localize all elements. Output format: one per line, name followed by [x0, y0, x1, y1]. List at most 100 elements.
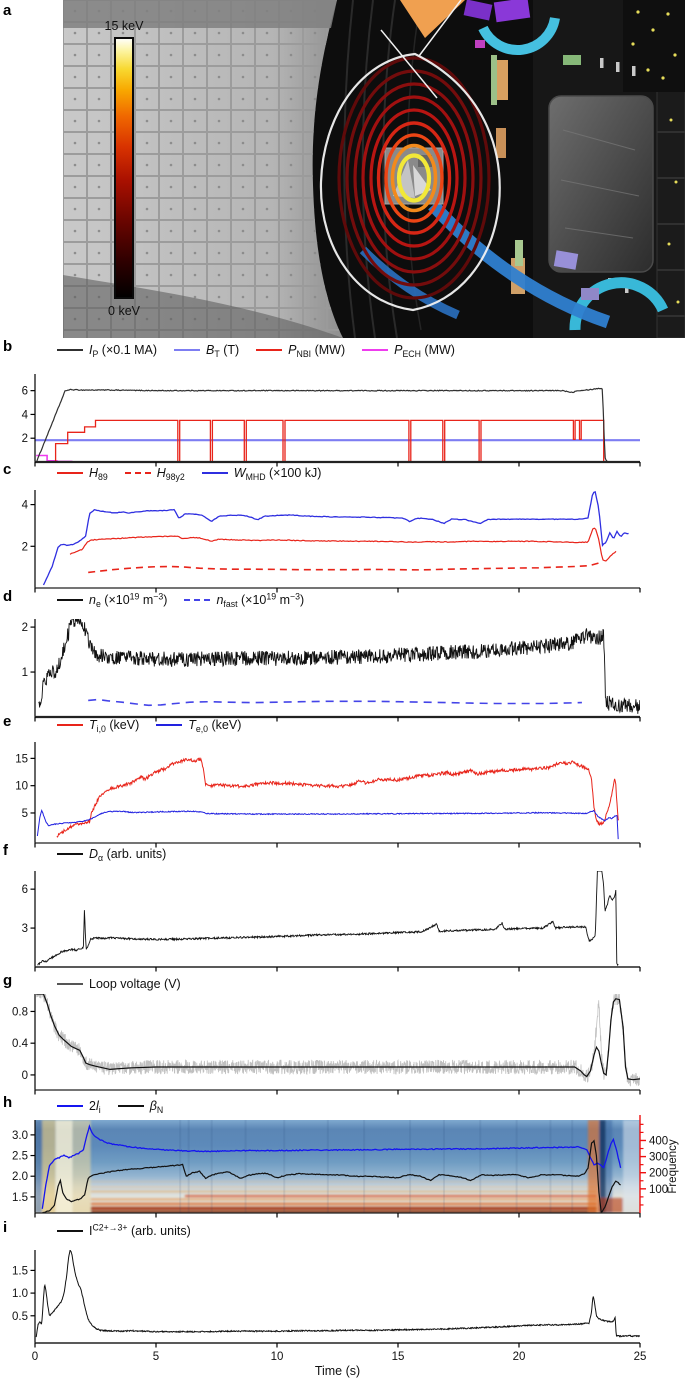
colorbar: 15 keV 0 keV — [105, 19, 145, 318]
legend-item: nfast (×1019 m−3) — [184, 591, 305, 609]
freq-tick-label: 400 — [649, 1135, 668, 1147]
series-H89 — [69, 527, 617, 562]
series-Dalpha — [37, 871, 619, 967]
panel-label-i: i — [3, 1219, 8, 1236]
y-tick-label: 2.5 — [12, 1151, 28, 1163]
x-tick-label: 25 — [634, 1351, 647, 1363]
panel-label-e: e — [3, 713, 12, 730]
legend-g: Loop voltage (V) — [57, 976, 181, 991]
panel-label-b: b — [3, 338, 13, 355]
panel-label-a: a — [3, 2, 12, 19]
legend-label: Dα (arb. units) — [89, 846, 167, 863]
contour-ring — [369, 108, 459, 248]
series-Ti0 — [56, 757, 620, 838]
x-tick-label: 10 — [271, 1351, 284, 1363]
legend-line-sample — [174, 348, 201, 351]
lavender-box — [553, 250, 579, 270]
y-tick-label: 15 — [15, 753, 28, 765]
legend-line-sample — [57, 723, 83, 726]
legend-item: IC2+→3+ (arb. units) — [57, 1222, 191, 1238]
temperature-contours — [337, 56, 491, 300]
legend-h: 2li βN — [57, 1098, 163, 1114]
panel-label-f: f — [3, 842, 8, 859]
purple-box — [463, 0, 493, 21]
legend-line-sample — [124, 471, 151, 474]
contour-ring — [361, 95, 467, 261]
legend-label: PNBI (MW) — [288, 342, 346, 359]
y-tick-label: 0 — [22, 1070, 28, 1082]
legend-f: Dα (arb. units) — [57, 846, 167, 863]
legend-item: 2li — [57, 1099, 101, 1114]
legend-label: nfast (×1019 m−3) — [216, 591, 305, 609]
legend-i: IC2+→3+ (arb. units) — [57, 1223, 191, 1238]
blue-ribbon — [428, 200, 611, 329]
freq-tick-label: 100 — [649, 1184, 668, 1196]
legend-line-sample — [57, 852, 83, 855]
legend-item: IP (×0.1 MA) — [57, 342, 158, 359]
separatrix-contour — [319, 52, 501, 312]
y-tick-label: 1.5 — [12, 1192, 28, 1204]
colorbar-min-label: 0 keV — [108, 304, 141, 318]
freq-tick-label: 300 — [649, 1152, 668, 1164]
series-H98y2 — [88, 562, 600, 574]
panel-b-plot: 2 4 6 — [22, 374, 641, 467]
legend-item: PNBI (MW) — [256, 342, 346, 359]
legend-line-sample — [57, 1229, 83, 1232]
y-tick-label: 10 — [15, 781, 28, 793]
series-nfast — [88, 698, 582, 707]
legend-label: PECH (MW) — [394, 342, 455, 359]
contour-ring — [390, 143, 438, 213]
legend-label: IP (×0.1 MA) — [89, 342, 158, 359]
legend-line-sample — [156, 723, 183, 726]
series-loop-smooth — [36, 994, 640, 1081]
legend-line-sample — [184, 598, 211, 601]
series-carbon-influx — [35, 1250, 640, 1338]
legend-item: ne (×1019 m−3) — [57, 592, 167, 608]
y-tick-label: 3.0 — [12, 1130, 28, 1142]
legend-line-sample — [117, 1104, 144, 1107]
y-tick-label: 6 — [22, 386, 28, 398]
indicator-dots — [631, 10, 680, 304]
legend-item: Ti,0 (keV) — [57, 717, 140, 734]
legend-label: H98y2 — [156, 465, 185, 482]
legend-line-sample — [57, 471, 83, 474]
contour-ring — [376, 121, 452, 235]
y-tick-label: 0.4 — [12, 1038, 29, 1050]
tokamak-render: 15 keV 0 keV — [63, 0, 685, 338]
panel-label-g: g — [3, 972, 13, 989]
panel-g-plot: 0 0.4 0.8 — [12, 994, 641, 1095]
legend-label: IC2+→3+ (arb. units) — [89, 1222, 191, 1238]
x-tick-label: 15 — [392, 1351, 405, 1363]
magenta-box — [475, 40, 485, 48]
blue-ribbon — [359, 246, 460, 320]
legend-item: PECH (MW) — [362, 342, 455, 359]
legend-item: Dα (arb. units) — [57, 846, 167, 863]
legend-b: IP (×0.1 MA) BT (T) PNBI (MW) PECH (MW) — [57, 342, 455, 359]
series-PNBI — [54, 419, 605, 462]
right-axis-title: Frequency — [667, 1139, 679, 1194]
x-tick-label: 5 — [153, 1351, 159, 1363]
purple-box — [493, 0, 531, 23]
series-betaN — [42, 1139, 621, 1213]
green-strip — [491, 55, 497, 105]
panel-f-plot: 36 — [22, 871, 641, 972]
series-ne — [38, 619, 640, 714]
series-Ip — [36, 387, 608, 462]
legend-item: βN — [117, 1099, 163, 1114]
legend-label: Ti,0 (keV) — [89, 717, 140, 734]
right-machinery — [533, 0, 685, 338]
legend-line-sample — [57, 982, 83, 985]
panel-d-plot: 12 — [22, 619, 641, 722]
y-tick-label: 2 — [22, 541, 28, 553]
legend-item: Te,0 (keV) — [156, 718, 241, 733]
contour-ring — [337, 56, 491, 300]
panel-label-c: c — [3, 461, 12, 478]
y-tick-label: 5 — [22, 808, 28, 820]
contour-ring — [353, 82, 475, 274]
series-WMHD — [42, 491, 629, 586]
legend-label: WMHD (×100 kJ) — [233, 465, 322, 482]
series-2li — [41, 1124, 622, 1209]
legend-label: BT (T) — [206, 342, 240, 359]
